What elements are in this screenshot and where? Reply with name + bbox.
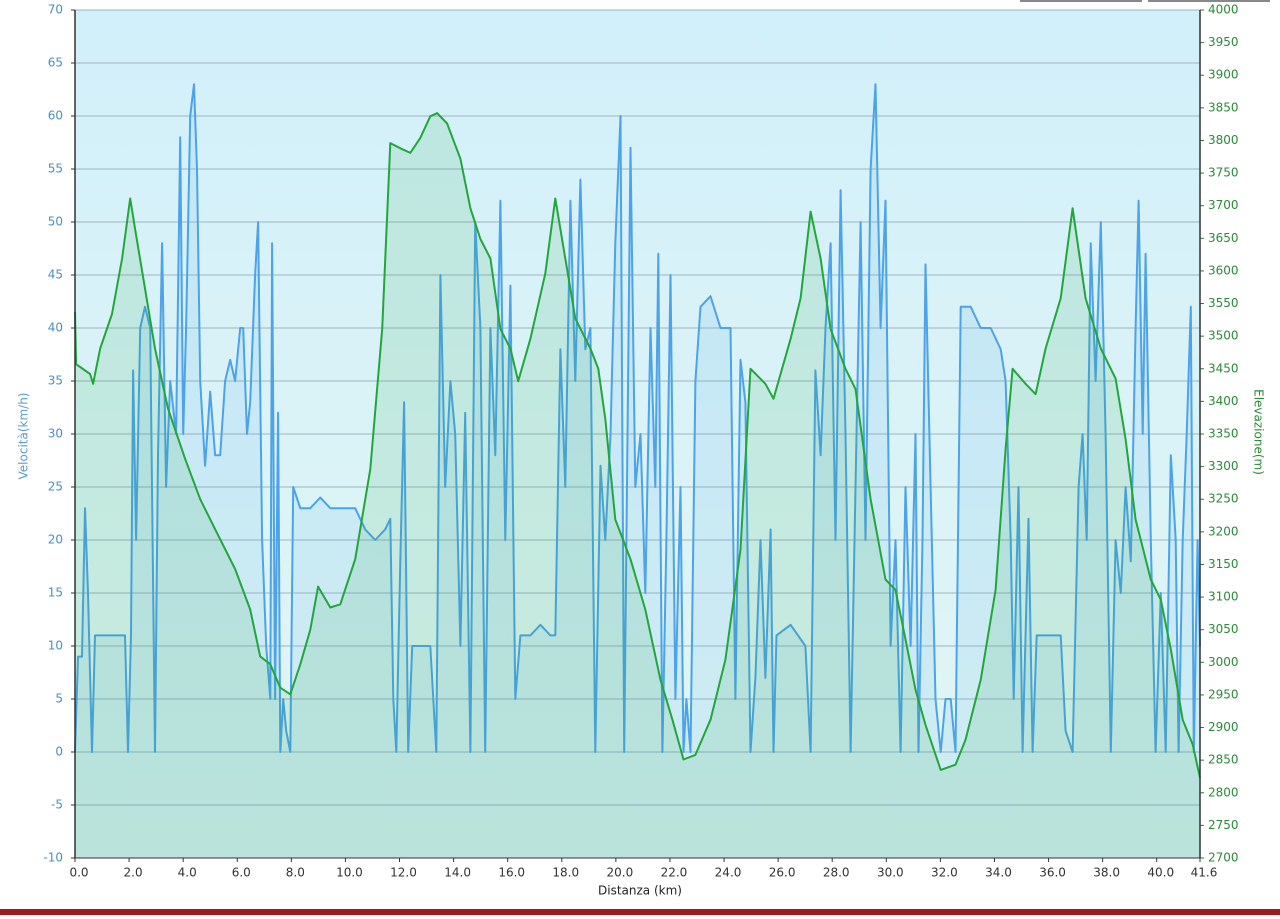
bottom-bar bbox=[0, 909, 1280, 915]
axes: -10 -5 0 5 10 15 20 25 30 35 40 45 50 55 60 65 70 2700 275… bbox=[43, 3, 1238, 880]
y2-tick-label: 3150 bbox=[1208, 557, 1239, 571]
y2-tick-label: 3050 bbox=[1208, 622, 1239, 636]
line bbox=[74, 83, 1201, 753]
line bbox=[74, 112, 1201, 779]
x-tick-label: 6.0 bbox=[232, 866, 251, 880]
x-tick-label: 38.0 bbox=[1093, 866, 1120, 880]
grid bbox=[75, 9, 1200, 859]
y2-tick-label: 3100 bbox=[1208, 590, 1239, 604]
x-tick-label: 8.0 bbox=[286, 866, 305, 880]
y-tick-label: 35 bbox=[48, 374, 63, 388]
x-tick-label: 28.0 bbox=[823, 866, 850, 880]
y-tick-label: 55 bbox=[48, 162, 63, 176]
y-tick-label: 20 bbox=[48, 533, 63, 547]
y-tick-label: -10 bbox=[43, 851, 63, 865]
x-tick-label: 24.0 bbox=[715, 866, 742, 880]
y2-tick-label: 3550 bbox=[1208, 296, 1239, 310]
y-tick-label: 10 bbox=[48, 639, 63, 653]
x-tick-label: 4.0 bbox=[178, 866, 197, 880]
y-tick-label: 45 bbox=[48, 268, 63, 282]
y2-tick-label: 3950 bbox=[1208, 35, 1239, 49]
y2-tick-label: 2800 bbox=[1208, 785, 1239, 799]
y-tick-label: 65 bbox=[48, 56, 63, 70]
y2-tick-label: 3350 bbox=[1208, 427, 1239, 441]
y2-tick-label: 4000 bbox=[1208, 3, 1239, 17]
x-tick-label: 20.0 bbox=[607, 866, 634, 880]
y2-tick-label: 3250 bbox=[1208, 492, 1239, 506]
y2-tick-label: 3300 bbox=[1208, 459, 1239, 473]
x-tick-label: 14.0 bbox=[444, 866, 471, 880]
y2-tick-label: 3700 bbox=[1208, 198, 1239, 212]
y2-tick-label: 3450 bbox=[1208, 361, 1239, 375]
y-tick-label: 15 bbox=[48, 586, 63, 600]
y-tick-label: 60 bbox=[48, 109, 63, 123]
x-tick-label: 34.0 bbox=[985, 866, 1012, 880]
y-tick-label: 5 bbox=[55, 692, 63, 706]
y-tick-label: 40 bbox=[48, 321, 63, 335]
y-tick-label: 30 bbox=[48, 427, 63, 441]
series-layer bbox=[74, 83, 1201, 859]
y-tick-label: 25 bbox=[48, 480, 63, 494]
y2-tick-label: 3200 bbox=[1208, 524, 1239, 538]
x-tick-label: 12.0 bbox=[390, 866, 417, 880]
x-tick-label: 30.0 bbox=[877, 866, 904, 880]
x-tick-label: 16.0 bbox=[498, 866, 525, 880]
x-tick-label: 41.6 bbox=[1191, 866, 1218, 880]
y2-tick-label: 3850 bbox=[1208, 100, 1239, 114]
y-tick-label: 50 bbox=[48, 215, 63, 229]
y2-tick-label: 2950 bbox=[1208, 687, 1239, 701]
y2-tick-label: 3500 bbox=[1208, 329, 1239, 343]
x-tick-label: 36.0 bbox=[1039, 866, 1066, 880]
y2-tick-label: 3800 bbox=[1208, 133, 1239, 147]
x-tick-label: 26.0 bbox=[769, 866, 796, 880]
x-tick-label: 18.0 bbox=[552, 866, 579, 880]
y2-axis-title: Elevazione(m) bbox=[1252, 389, 1266, 475]
x-axis-title: Distanza (km) bbox=[598, 884, 682, 898]
tab[interactable] bbox=[1020, 0, 1142, 2]
y2-tick-label: 3750 bbox=[1208, 166, 1239, 180]
y2-tick-label: 2750 bbox=[1208, 818, 1239, 832]
y2-tick-label: 2850 bbox=[1208, 753, 1239, 767]
y-axis-title: Velocità(km/h) bbox=[17, 393, 31, 480]
x-tick-label: 0.0 bbox=[69, 866, 88, 880]
y2-tick-label: 3400 bbox=[1208, 394, 1239, 408]
y-tick-label: -5 bbox=[51, 798, 63, 812]
y2-tick-label: 3900 bbox=[1208, 68, 1239, 82]
x-tick-label: 22.0 bbox=[661, 866, 688, 880]
x-tick-label: 10.0 bbox=[336, 866, 363, 880]
tab[interactable] bbox=[1148, 0, 1270, 2]
x-tick-label: 32.0 bbox=[931, 866, 958, 880]
x-tick-label: 40.0 bbox=[1147, 866, 1174, 880]
y2-tick-label: 3000 bbox=[1208, 655, 1239, 669]
area bbox=[75, 113, 1200, 859]
y2-tick-label: 3600 bbox=[1208, 263, 1239, 277]
y2-tick-label: 2900 bbox=[1208, 720, 1239, 734]
y2-tick-label: 2700 bbox=[1208, 851, 1239, 865]
y2-tick-label: 3650 bbox=[1208, 231, 1239, 245]
x-tick-label: 2.0 bbox=[124, 866, 143, 880]
y-tick-label: 70 bbox=[48, 3, 63, 17]
y-tick-label: 0 bbox=[55, 745, 63, 759]
